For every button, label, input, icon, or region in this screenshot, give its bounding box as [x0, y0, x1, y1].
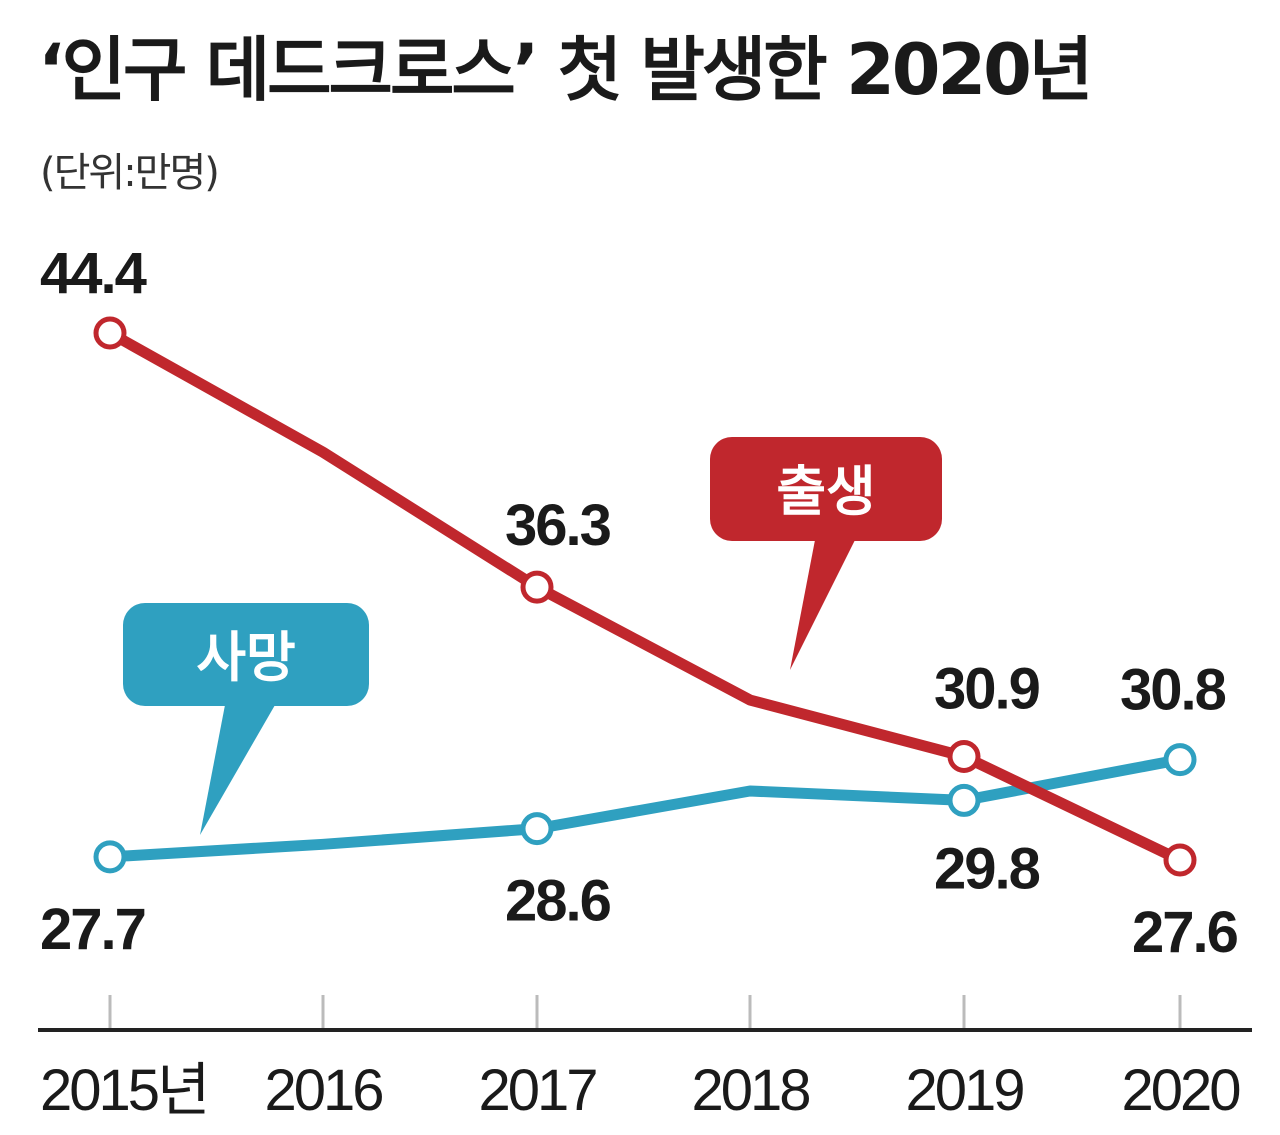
- birth-point: [520, 570, 554, 604]
- x-tick-label: 2017: [478, 1058, 596, 1123]
- x-tick-label: 2018: [691, 1058, 809, 1123]
- death-value-label: 27.7: [40, 897, 145, 962]
- x-tick-label: 2020: [1121, 1058, 1239, 1123]
- death-badge: [123, 603, 369, 706]
- unit-label: (단위:만명): [40, 150, 220, 196]
- x-tick-label: 2019: [905, 1058, 1023, 1123]
- birth-badge-label: 출생: [776, 460, 875, 523]
- death-value-label: 29.8: [934, 836, 1040, 901]
- death-point: [93, 840, 127, 874]
- birth-value-label: 30.9: [934, 656, 1040, 721]
- death-value-label: 30.8: [1120, 658, 1226, 723]
- death-series-line: [104, 754, 1186, 863]
- birth-value-label: 44.4: [40, 241, 147, 306]
- death-point: [947, 783, 981, 817]
- data-labels: 44.4 36.3 30.9 27.6 27.7 28.6 29.8 30.8: [40, 241, 1240, 965]
- death-point: [1163, 743, 1197, 777]
- death-badge-label: 사망: [196, 626, 295, 689]
- birth-badge-pointer: [790, 540, 855, 670]
- x-tick-label: 2016: [264, 1058, 382, 1123]
- birth-series-line: [104, 327, 1186, 866]
- series-lines: [93, 316, 1197, 877]
- death-badge-pointer: [200, 705, 275, 835]
- chart-title: ‘인구 데드크로스’ 첫 발생한 2020년: [38, 29, 1093, 111]
- birth-value-label: 36.3: [505, 493, 611, 558]
- birth-point: [1163, 843, 1197, 877]
- birth-badge: [710, 437, 942, 541]
- birth-point: [93, 316, 127, 350]
- x-tick-label: 2015년: [40, 1058, 207, 1123]
- birth-value-label: 27.6: [1132, 900, 1238, 965]
- death-point: [520, 812, 554, 846]
- birth-point: [947, 739, 981, 773]
- tick-lines: [108, 995, 1182, 1028]
- x-tick-labels: 2015년 2016 2017 2018 2019 2020: [40, 1058, 1242, 1123]
- death-value-label: 28.6: [505, 869, 611, 934]
